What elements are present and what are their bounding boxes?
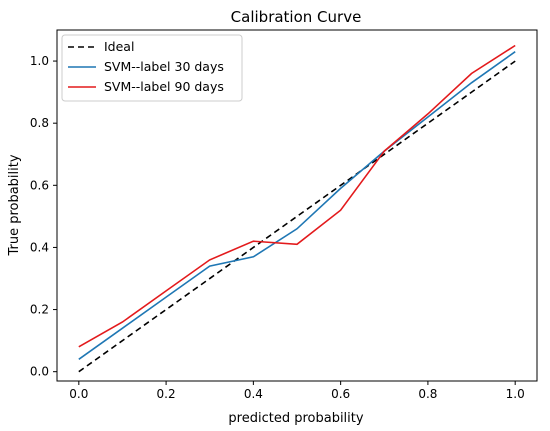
y-axis-label: True probability (7, 154, 22, 256)
legend-label-2: SVM--label 90 days (104, 79, 224, 94)
y-tick-label: 0.4 (30, 240, 49, 254)
legend-label-1: SVM--label 30 days (104, 59, 224, 74)
x-tick-label: 0.6 (331, 387, 350, 401)
y-tick-label: 0.2 (30, 303, 49, 317)
y-tick-label: 1.0 (30, 54, 49, 68)
x-tick-label: 0.8 (418, 387, 437, 401)
x-axis-label: predicted probability (228, 411, 363, 426)
legend-label-0: Ideal (104, 39, 134, 54)
y-tick-label: 0.8 (30, 116, 49, 130)
y-tick-label: 0.6 (30, 178, 49, 192)
chart-title: Calibration Curve (231, 8, 362, 26)
y-axis-ticks: 0.0 0.2 0.4 0.6 0.8 1.0 (30, 54, 57, 379)
x-tick-label: 0.4 (244, 387, 263, 401)
series-line-1 (78, 51, 516, 360)
series-lines (78, 44, 516, 373)
x-axis-ticks: 0.0 0.2 0.4 0.6 0.8 1.0 (69, 381, 525, 401)
series-line-0 (78, 60, 516, 373)
x-tick-label: 1.0 (506, 387, 525, 401)
legend: Ideal SVM--label 30 days SVM--label 90 day… (61, 34, 243, 102)
legend-box (61, 34, 243, 102)
y-tick-label: 0.0 (30, 365, 49, 379)
x-tick-label: 0.2 (157, 387, 176, 401)
plot-frame (56, 29, 538, 382)
series-line-2 (78, 44, 516, 348)
x-tick-label: 0.0 (69, 387, 88, 401)
